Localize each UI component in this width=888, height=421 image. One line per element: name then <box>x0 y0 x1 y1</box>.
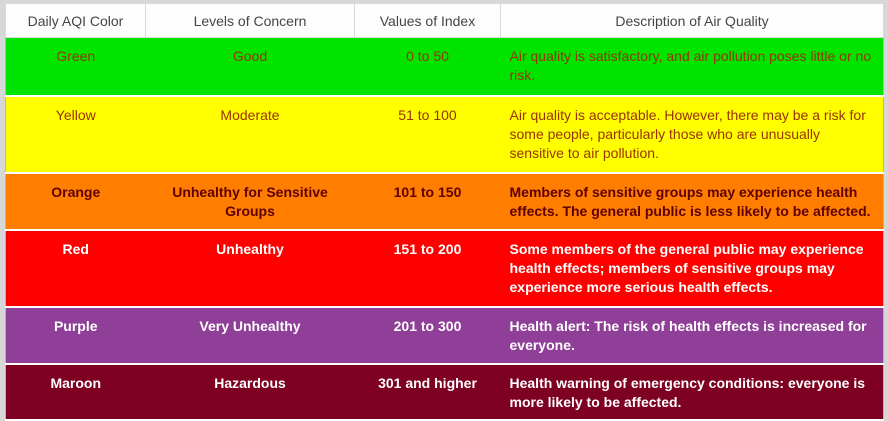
header-row: Daily AQI Color Levels of Concern Values… <box>5 3 884 38</box>
aqi-color-cell: Purple <box>5 306 146 365</box>
aqi-table: Daily AQI Color Levels of Concern Values… <box>5 3 884 421</box>
aqi-color-cell: Green <box>5 37 146 97</box>
description-cell: Members of sensitive groups may experien… <box>500 172 884 231</box>
level-of-concern-cell: Very Unhealthy <box>145 306 355 365</box>
description-cell: Air quality is acceptable. However, ther… <box>500 95 884 174</box>
aqi-color-cell: Orange <box>5 172 146 231</box>
aqi-row-yellow: Yellow Moderate 51 to 100 Air quality is… <box>5 95 884 174</box>
level-of-concern-cell: Hazardous <box>145 363 355 421</box>
column-header-daily-aqi-color: Daily AQI Color <box>5 3 146 38</box>
index-range-cell: 51 to 100 <box>354 95 501 174</box>
aqi-color-cell: Red <box>5 229 146 308</box>
description-cell: Air quality is satisfactory, and air pol… <box>500 37 884 97</box>
level-of-concern-cell: Unhealthy <box>145 229 355 308</box>
aqi-table-body: Green Good 0 to 50 Air quality is satisf… <box>5 37 884 421</box>
description-cell: Some members of the general public may e… <box>500 229 884 308</box>
aqi-row-green: Green Good 0 to 50 Air quality is satisf… <box>5 37 884 97</box>
description-cell: Health warning of emergency conditions: … <box>500 363 884 421</box>
column-header-values-of-index: Values of Index <box>354 3 501 38</box>
aqi-row-maroon: Maroon Hazardous 301 and higher Health w… <box>5 363 884 421</box>
aqi-color-cell: Maroon <box>5 363 146 421</box>
level-of-concern-cell: Moderate <box>145 95 355 174</box>
index-range-cell: 101 to 150 <box>354 172 501 231</box>
description-cell: Health alert: The risk of health effects… <box>500 306 884 365</box>
aqi-row-red: Red Unhealthy 151 to 200 Some members of… <box>5 229 884 308</box>
aqi-table-container: Daily AQI Color Levels of Concern Values… <box>5 3 884 421</box>
index-range-cell: 0 to 50 <box>354 37 501 97</box>
level-of-concern-cell: Unhealthy for Sensitive Groups <box>145 172 355 231</box>
column-header-description: Description of Air Quality <box>500 3 884 38</box>
level-of-concern-cell: Good <box>145 37 355 97</box>
index-range-cell: 201 to 300 <box>354 306 501 365</box>
index-range-cell: 151 to 200 <box>354 229 501 308</box>
aqi-color-cell: Yellow <box>5 95 146 174</box>
index-range-cell: 301 and higher <box>354 363 501 421</box>
aqi-row-orange: Orange Unhealthy for Sensitive Groups 10… <box>5 172 884 231</box>
aqi-row-purple: Purple Very Unhealthy 201 to 300 Health … <box>5 306 884 365</box>
column-header-levels-of-concern: Levels of Concern <box>145 3 355 38</box>
aqi-table-header: Daily AQI Color Levels of Concern Values… <box>5 3 884 38</box>
